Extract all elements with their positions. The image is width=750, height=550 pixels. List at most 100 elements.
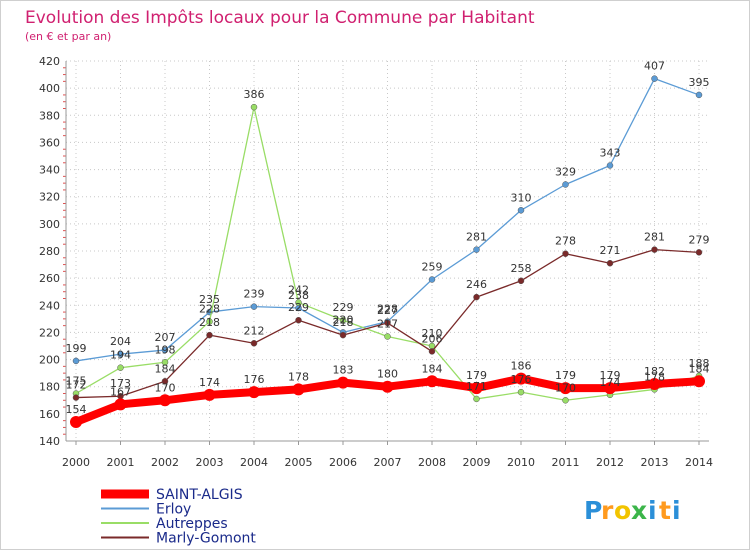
data-label-Autreppes-2013: 178 (644, 370, 665, 383)
y-tick-label-380: 380 (39, 109, 60, 122)
x-tick-label-2006: 2006 (329, 456, 357, 469)
x-tick-label-2001: 2001 (107, 456, 135, 469)
data-label-SAINT-ALGIS-2001: 167 (110, 385, 131, 398)
data-label-Erloy-2005: 238 (288, 289, 309, 302)
point-Autreppes-2002 (161, 359, 169, 366)
y-tick-label-420: 420 (39, 55, 60, 68)
y-tick-label-260: 260 (39, 272, 60, 285)
point-Erloy-2008 (428, 276, 436, 283)
data-label-SAINT-ALGIS-2008: 184 (422, 362, 443, 375)
point-Marly-Gomont-2000 (72, 394, 80, 401)
data-label-Erloy-2009: 281 (466, 231, 487, 244)
brand-letter: i (672, 496, 681, 525)
brand-letter: x (631, 496, 647, 525)
y-tick-label-360: 360 (39, 136, 60, 149)
x-tick-label-2014: 2014 (685, 456, 713, 469)
brand-letter: o (614, 496, 631, 525)
data-label-Autreppes-2009: 171 (466, 380, 487, 393)
data-label-Marly-Gomont-2002: 184 (155, 362, 176, 375)
data-label-Marly-Gomont-2009: 246 (466, 278, 487, 291)
data-label-Erloy-2008: 259 (422, 261, 443, 274)
data-label-Autreppes-2004: 386 (244, 88, 265, 101)
data-label-SAINT-ALGIS-2002: 170 (155, 381, 176, 394)
point-Autreppes-2005 (295, 299, 302, 306)
data-label-SAINT-ALGIS-2010: 186 (511, 360, 532, 373)
data-label-Marly-Gomont-2006: 218 (333, 316, 354, 329)
data-label-SAINT-ALGIS-2005: 178 (288, 370, 309, 383)
point-Erloy-2009 (473, 246, 480, 253)
y-tick-label-140: 140 (39, 435, 60, 448)
point-Erloy-2011 (562, 181, 569, 188)
point-SAINT-ALGIS-2007 (381, 380, 394, 393)
data-label-Autreppes-2000: 175 (66, 375, 87, 388)
point-Autreppes-2004 (250, 103, 258, 111)
x-tick-label-2011: 2011 (552, 456, 580, 469)
x-tick-label-2013: 2013 (641, 456, 669, 469)
data-label-Marly-Gomont-2011: 278 (555, 235, 576, 248)
point-Marly-Gomont-2012 (606, 259, 614, 267)
data-label-Autreppes-2005: 242 (288, 284, 309, 297)
data-label-SAINT-ALGIS-2014: 184 (689, 362, 710, 375)
point-SAINT-ALGIS-2003 (203, 388, 216, 401)
data-label-Marly-Gomont-2001: 173 (110, 377, 131, 390)
data-label-SAINT-ALGIS-2009: 179 (466, 369, 487, 382)
brand-letter: i (648, 496, 657, 525)
point-Marly-Gomont-2008 (428, 348, 436, 355)
point-Erloy-2013 (651, 75, 658, 82)
data-label-Erloy-2010: 310 (511, 191, 532, 204)
x-tick-label-2004: 2004 (240, 456, 268, 469)
x-tick-label-2012: 2012 (596, 456, 624, 469)
legend-label-Autreppes: Autreppes (156, 516, 228, 532)
point-Autreppes-2007 (384, 333, 391, 340)
point-SAINT-ALGIS-2014 (693, 375, 705, 388)
x-tick-label-2009: 2009 (463, 456, 491, 469)
data-label-Autreppes-2011: 170 (555, 381, 576, 394)
brand-letter: P (584, 496, 602, 525)
point-Autreppes-2009 (473, 395, 480, 403)
chart-title: Evolution des Impôts locaux pour la Comm… (25, 8, 535, 28)
data-label-Marly-Gomont-2005: 229 (288, 301, 309, 314)
point-Autreppes-2010 (517, 388, 525, 396)
data-label-SAINT-ALGIS-2012: 179 (600, 369, 621, 382)
x-tick-label-2005: 2005 (285, 456, 313, 469)
y-tick-label-340: 340 (39, 164, 60, 177)
data-label-Marly-Gomont-2014: 279 (689, 233, 710, 246)
y-tick-label-300: 300 (39, 218, 60, 231)
x-tick-label-2000: 2000 (62, 456, 90, 469)
point-SAINT-ALGIS-2008 (426, 375, 438, 388)
point-SAINT-ALGIS-2005 (292, 383, 305, 396)
point-SAINT-ALGIS-2013 (648, 378, 661, 390)
point-SAINT-ALGIS-2002 (159, 394, 171, 407)
chart-subtitle: (en € et par an) (25, 30, 111, 43)
data-label-Marly-Gomont-2013: 281 (644, 231, 665, 244)
data-label-Autreppes-2001: 194 (110, 349, 131, 362)
point-Erloy-2010 (517, 207, 525, 214)
legend-label-Marly-Gomont: Marly-Gomont (156, 531, 256, 547)
point-SAINT-ALGIS-2009 (470, 382, 483, 395)
y-tick-label-240: 240 (39, 299, 60, 312)
proxiti-logo: Pr o x i t i (584, 496, 681, 525)
data-label-Autreppes-2008: 210 (422, 327, 443, 340)
data-label-Marly-Gomont-2007: 227 (377, 304, 398, 317)
axes: 140 160 180 200 220 240 260 280 300 320 340 360 380 4… (39, 55, 713, 469)
data-label-SAINT-ALGIS-2013: 182 (644, 365, 665, 378)
data-label-Erloy-2006: 220 (333, 313, 354, 326)
data-label-Autreppes-2006: 229 (333, 301, 354, 314)
point-Marly-Gomont-2010 (517, 277, 525, 285)
y-tick-label-400: 400 (39, 82, 60, 95)
point-Marly-Gomont-2005 (295, 316, 302, 324)
point-Marly-Gomont-2014 (695, 249, 703, 256)
data-label-Erloy-2004: 239 (244, 288, 265, 301)
point-Marly-Gomont-2004 (250, 340, 258, 347)
data-label-Erloy-2013: 407 (644, 60, 665, 73)
point-Autreppes-2011 (562, 397, 569, 404)
point-Marly-Gomont-2006 (339, 331, 347, 339)
y-tick-label-160: 160 (39, 408, 60, 421)
y-tick-label-280: 280 (39, 245, 60, 258)
legend-label-Erloy: Erloy (156, 502, 191, 518)
y-tick-label-220: 220 (39, 326, 60, 339)
legend-label-SAINT-ALGIS: SAINT-ALGIS (156, 487, 243, 503)
data-label-Autreppes-2014: 188 (689, 357, 710, 370)
data-label-Autreppes-2002: 198 (155, 343, 176, 356)
